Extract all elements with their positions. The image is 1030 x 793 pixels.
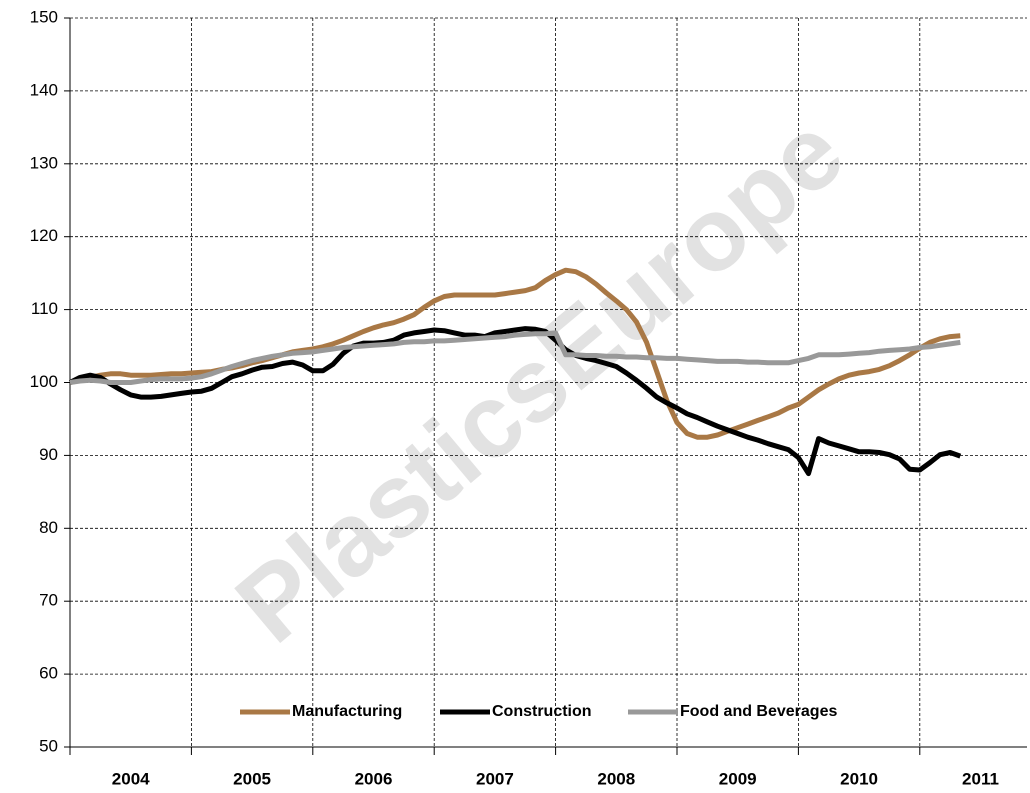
y-tick-label: 130	[30, 153, 58, 172]
series-line	[69, 330, 961, 385]
y-tick-label: 80	[39, 518, 58, 537]
y-tick-label: 140	[30, 80, 58, 99]
y-tick-label: 50	[39, 736, 58, 755]
x-tick-label: 2010	[840, 769, 878, 788]
legend-label: Construction	[492, 703, 592, 720]
legend-label: Manufacturing	[292, 703, 402, 720]
x-tick-label: 2004	[112, 769, 150, 788]
x-tick-label: 2011	[962, 769, 999, 788]
x-tick-label: 2009	[719, 769, 757, 788]
y-tick-label: 120	[30, 226, 58, 245]
x-tick-label: 2005	[233, 769, 271, 788]
y-tick-label: 70	[39, 591, 58, 610]
legend-label: Food and Beverages	[680, 703, 837, 720]
x-tick-label: 2008	[597, 769, 635, 788]
y-tick-label: 150	[30, 7, 58, 26]
x-tick-label: 2007	[476, 769, 514, 788]
y-tick-label: 100	[30, 372, 58, 391]
y-tick-label: 90	[39, 445, 58, 464]
x-tick-label: 2006	[355, 769, 393, 788]
y-tick-label: 60	[39, 664, 58, 683]
y-tick-label: 110	[31, 299, 58, 318]
series-line	[68, 326, 962, 477]
